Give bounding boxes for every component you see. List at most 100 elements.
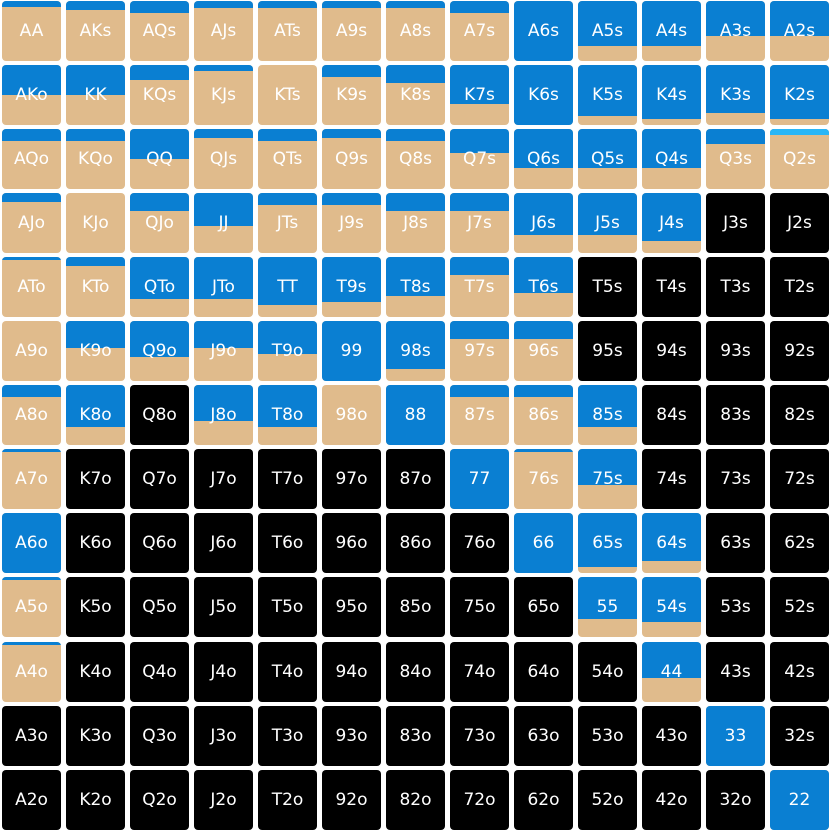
hand-cell-33[interactable]: 33 bbox=[706, 706, 765, 766]
hand-cell-a3o[interactable]: A3o bbox=[2, 706, 61, 766]
hand-cell-53s[interactable]: 53s bbox=[706, 577, 765, 637]
hand-cell-52s[interactable]: 52s bbox=[770, 577, 829, 637]
hand-cell-aqs[interactable]: AQs bbox=[130, 1, 189, 61]
hand-cell-73o[interactable]: 73o bbox=[450, 706, 509, 766]
hand-cell-j5s[interactable]: J5s bbox=[578, 193, 637, 253]
hand-cell-86o[interactable]: 86o bbox=[386, 513, 445, 573]
hand-cell-q4o[interactable]: Q4o bbox=[130, 642, 189, 702]
hand-cell-93s[interactable]: 93s bbox=[706, 321, 765, 381]
hand-cell-qq[interactable]: QQ bbox=[130, 129, 189, 189]
hand-cell-aqo[interactable]: AQo bbox=[2, 129, 61, 189]
hand-cell-42o[interactable]: 42o bbox=[642, 770, 701, 830]
hand-cell-k3o[interactable]: K3o bbox=[66, 706, 125, 766]
hand-cell-j8o[interactable]: J8o bbox=[194, 385, 253, 445]
hand-cell-75s[interactable]: 75s bbox=[578, 449, 637, 509]
hand-cell-54o[interactable]: 54o bbox=[578, 642, 637, 702]
hand-cell-k5o[interactable]: K5o bbox=[66, 577, 125, 637]
hand-cell-62s[interactable]: 62s bbox=[770, 513, 829, 573]
hand-cell-q2o[interactable]: Q2o bbox=[130, 770, 189, 830]
hand-cell-aa[interactable]: AA bbox=[2, 1, 61, 61]
hand-cell-88[interactable]: 88 bbox=[386, 385, 445, 445]
hand-cell-42s[interactable]: 42s bbox=[770, 642, 829, 702]
hand-cell-qts[interactable]: QTs bbox=[258, 129, 317, 189]
hand-cell-kto[interactable]: KTo bbox=[66, 257, 125, 317]
hand-cell-63o[interactable]: 63o bbox=[514, 706, 573, 766]
hand-cell-j9o[interactable]: J9o bbox=[194, 321, 253, 381]
hand-cell-q4s[interactable]: Q4s bbox=[642, 129, 701, 189]
hand-cell-k6s[interactable]: K6s bbox=[514, 65, 573, 125]
hand-cell-t4o[interactable]: T4o bbox=[258, 642, 317, 702]
hand-cell-a8s[interactable]: A8s bbox=[386, 1, 445, 61]
hand-cell-76s[interactable]: 76s bbox=[514, 449, 573, 509]
hand-cell-43s[interactable]: 43s bbox=[706, 642, 765, 702]
hand-cell-87s[interactable]: 87s bbox=[450, 385, 509, 445]
hand-cell-qjo[interactable]: QJo bbox=[130, 193, 189, 253]
hand-cell-t5s[interactable]: T5s bbox=[578, 257, 637, 317]
hand-cell-ats[interactable]: ATs bbox=[258, 1, 317, 61]
hand-cell-t7o[interactable]: T7o bbox=[258, 449, 317, 509]
hand-cell-97s[interactable]: 97s bbox=[450, 321, 509, 381]
hand-cell-t8o[interactable]: T8o bbox=[258, 385, 317, 445]
hand-cell-t2s[interactable]: T2s bbox=[770, 257, 829, 317]
hand-cell-65s[interactable]: 65s bbox=[578, 513, 637, 573]
hand-cell-a9o[interactable]: A9o bbox=[2, 321, 61, 381]
hand-cell-a9s[interactable]: A9s bbox=[322, 1, 381, 61]
hand-cell-j8s[interactable]: J8s bbox=[386, 193, 445, 253]
hand-cell-76o[interactable]: 76o bbox=[450, 513, 509, 573]
hand-cell-52o[interactable]: 52o bbox=[578, 770, 637, 830]
hand-cell-j6s[interactable]: J6s bbox=[514, 193, 573, 253]
hand-cell-k7o[interactable]: K7o bbox=[66, 449, 125, 509]
hand-cell-q9s[interactable]: Q9s bbox=[322, 129, 381, 189]
hand-cell-k2s[interactable]: K2s bbox=[770, 65, 829, 125]
hand-cell-jts[interactable]: JTs bbox=[258, 193, 317, 253]
hand-cell-ajs[interactable]: AJs bbox=[194, 1, 253, 61]
hand-cell-65o[interactable]: 65o bbox=[514, 577, 573, 637]
hand-cell-83s[interactable]: 83s bbox=[706, 385, 765, 445]
hand-cell-t9o[interactable]: T9o bbox=[258, 321, 317, 381]
hand-cell-j3s[interactable]: J3s bbox=[706, 193, 765, 253]
hand-cell-73s[interactable]: 73s bbox=[706, 449, 765, 509]
hand-cell-k9o[interactable]: K9o bbox=[66, 321, 125, 381]
hand-cell-tt[interactable]: TT bbox=[258, 257, 317, 317]
hand-cell-75o[interactable]: 75o bbox=[450, 577, 509, 637]
hand-cell-a4s[interactable]: A4s bbox=[642, 1, 701, 61]
hand-cell-a6o[interactable]: A6o bbox=[2, 513, 61, 573]
hand-cell-q5o[interactable]: Q5o bbox=[130, 577, 189, 637]
hand-cell-q5s[interactable]: Q5s bbox=[578, 129, 637, 189]
hand-cell-q8o[interactable]: Q8o bbox=[130, 385, 189, 445]
hand-cell-q7o[interactable]: Q7o bbox=[130, 449, 189, 509]
hand-cell-k3s[interactable]: K3s bbox=[706, 65, 765, 125]
hand-cell-k8o[interactable]: K8o bbox=[66, 385, 125, 445]
hand-cell-94s[interactable]: 94s bbox=[642, 321, 701, 381]
hand-cell-jto[interactable]: JTo bbox=[194, 257, 253, 317]
hand-cell-44[interactable]: 44 bbox=[642, 642, 701, 702]
hand-cell-a5o[interactable]: A5o bbox=[2, 577, 61, 637]
hand-cell-32s[interactable]: 32s bbox=[770, 706, 829, 766]
hand-cell-q8s[interactable]: Q8s bbox=[386, 129, 445, 189]
hand-cell-a4o[interactable]: A4o bbox=[2, 642, 61, 702]
hand-cell-j5o[interactable]: J5o bbox=[194, 577, 253, 637]
hand-cell-97o[interactable]: 97o bbox=[322, 449, 381, 509]
hand-cell-kjs[interactable]: KJs bbox=[194, 65, 253, 125]
hand-cell-q6s[interactable]: Q6s bbox=[514, 129, 573, 189]
hand-cell-j6o[interactable]: J6o bbox=[194, 513, 253, 573]
hand-cell-k4o[interactable]: K4o bbox=[66, 642, 125, 702]
hand-cell-53o[interactable]: 53o bbox=[578, 706, 637, 766]
hand-cell-63s[interactable]: 63s bbox=[706, 513, 765, 573]
hand-cell-j2s[interactable]: J2s bbox=[770, 193, 829, 253]
hand-cell-ako[interactable]: AKo bbox=[2, 65, 61, 125]
hand-cell-a3s[interactable]: A3s bbox=[706, 1, 765, 61]
hand-cell-k2o[interactable]: K2o bbox=[66, 770, 125, 830]
hand-cell-t4s[interactable]: T4s bbox=[642, 257, 701, 317]
hand-cell-66[interactable]: 66 bbox=[514, 513, 573, 573]
hand-cell-k8s[interactable]: K8s bbox=[386, 65, 445, 125]
hand-cell-22[interactable]: 22 bbox=[770, 770, 829, 830]
hand-cell-82s[interactable]: 82s bbox=[770, 385, 829, 445]
hand-cell-t8s[interactable]: T8s bbox=[386, 257, 445, 317]
hand-cell-a7o[interactable]: A7o bbox=[2, 449, 61, 509]
hand-cell-kk[interactable]: KK bbox=[66, 65, 125, 125]
hand-cell-t9s[interactable]: T9s bbox=[322, 257, 381, 317]
hand-cell-a6s[interactable]: A6s bbox=[514, 1, 573, 61]
hand-cell-q6o[interactable]: Q6o bbox=[130, 513, 189, 573]
hand-cell-a2o[interactable]: A2o bbox=[2, 770, 61, 830]
